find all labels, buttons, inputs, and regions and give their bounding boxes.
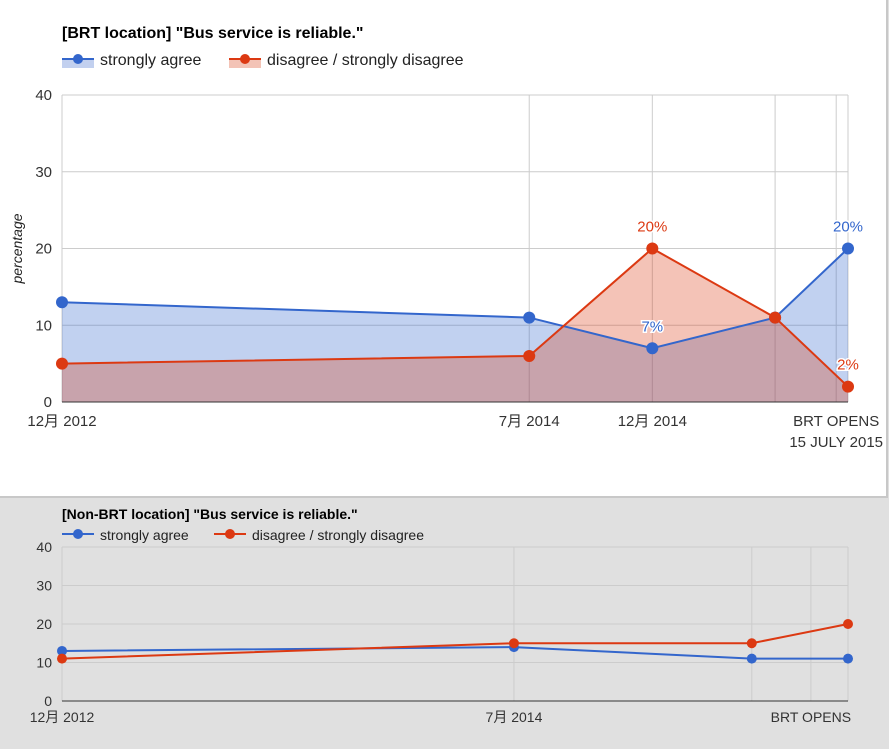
- y-tick-label: 30: [35, 164, 52, 181]
- data-label: 7%: [641, 318, 663, 335]
- x-tick-label: 7月 2014: [499, 413, 560, 430]
- data-point: [508, 638, 519, 649]
- legend-label: strongly agree: [100, 52, 201, 69]
- data-point: [843, 619, 853, 629]
- non-brt-chart-panel: [Non-BRT location] "Bus service is relia…: [0, 498, 889, 749]
- y-tick-label: 40: [35, 87, 52, 104]
- legend-marker: [240, 54, 250, 64]
- brt-chart-panel: [BRT location] "Bus service is reliable.…: [0, 0, 888, 498]
- legend-marker: [225, 529, 235, 539]
- data-point: [746, 653, 757, 664]
- legend-label: disagree / strongly disagree: [252, 527, 424, 543]
- data-point: [523, 311, 536, 324]
- x-tick-label-2: 15 JULY 2015: [789, 434, 883, 451]
- chart-title: [BRT location] "Bus service is reliable.…: [62, 25, 363, 42]
- y-tick-label: 20: [36, 616, 52, 632]
- data-label: 20%: [637, 219, 667, 236]
- data-point: [769, 311, 782, 324]
- y-tick-label: 10: [35, 317, 52, 334]
- data-point: [746, 638, 757, 649]
- y-tick-label: 0: [44, 394, 52, 411]
- legend-label: disagree / strongly disagree: [267, 52, 464, 69]
- data-point: [646, 242, 659, 255]
- y-tick-label: 0: [44, 693, 52, 709]
- x-tick-label: 7月 2014: [486, 709, 543, 725]
- series-line: [61, 623, 849, 660]
- y-tick-label: 40: [36, 539, 52, 555]
- data-point: [56, 296, 68, 309]
- data-point: [56, 357, 68, 370]
- data-point: [842, 242, 854, 255]
- x-tick-label: 12月 2012: [27, 413, 96, 430]
- series-line: [61, 646, 848, 660]
- y-tick-label: 20: [35, 241, 52, 258]
- data-point: [646, 342, 659, 355]
- legend-marker: [73, 529, 83, 539]
- x-tick-label: 12月 2014: [618, 413, 687, 430]
- data-point: [57, 645, 67, 656]
- legend-marker: [73, 54, 83, 64]
- series-area: [62, 248, 848, 402]
- legend-label: strongly agree: [100, 527, 189, 543]
- brt-chart: [BRT location] "Bus service is reliable.…: [9, 25, 883, 451]
- data-label: 20%: [833, 219, 863, 236]
- x-tick-label: 12月 2012: [30, 709, 95, 725]
- chart-title: [Non-BRT location] "Bus service is relia…: [62, 506, 358, 522]
- x-tick-label: BRT OPENS: [793, 413, 879, 430]
- data-point: [843, 653, 853, 664]
- y-axis-title: percentage: [9, 213, 25, 284]
- data-point: [842, 380, 854, 393]
- data-point: [523, 349, 536, 362]
- y-tick-label: 30: [36, 578, 52, 594]
- series-area: [62, 248, 848, 402]
- non-brt-chart: [Non-BRT location] "Bus service is relia…: [30, 506, 853, 725]
- data-point: [57, 653, 67, 664]
- y-tick-label: 10: [36, 655, 52, 671]
- x-tick-label: BRT OPENS: [771, 709, 851, 725]
- data-label: 2%: [837, 357, 859, 374]
